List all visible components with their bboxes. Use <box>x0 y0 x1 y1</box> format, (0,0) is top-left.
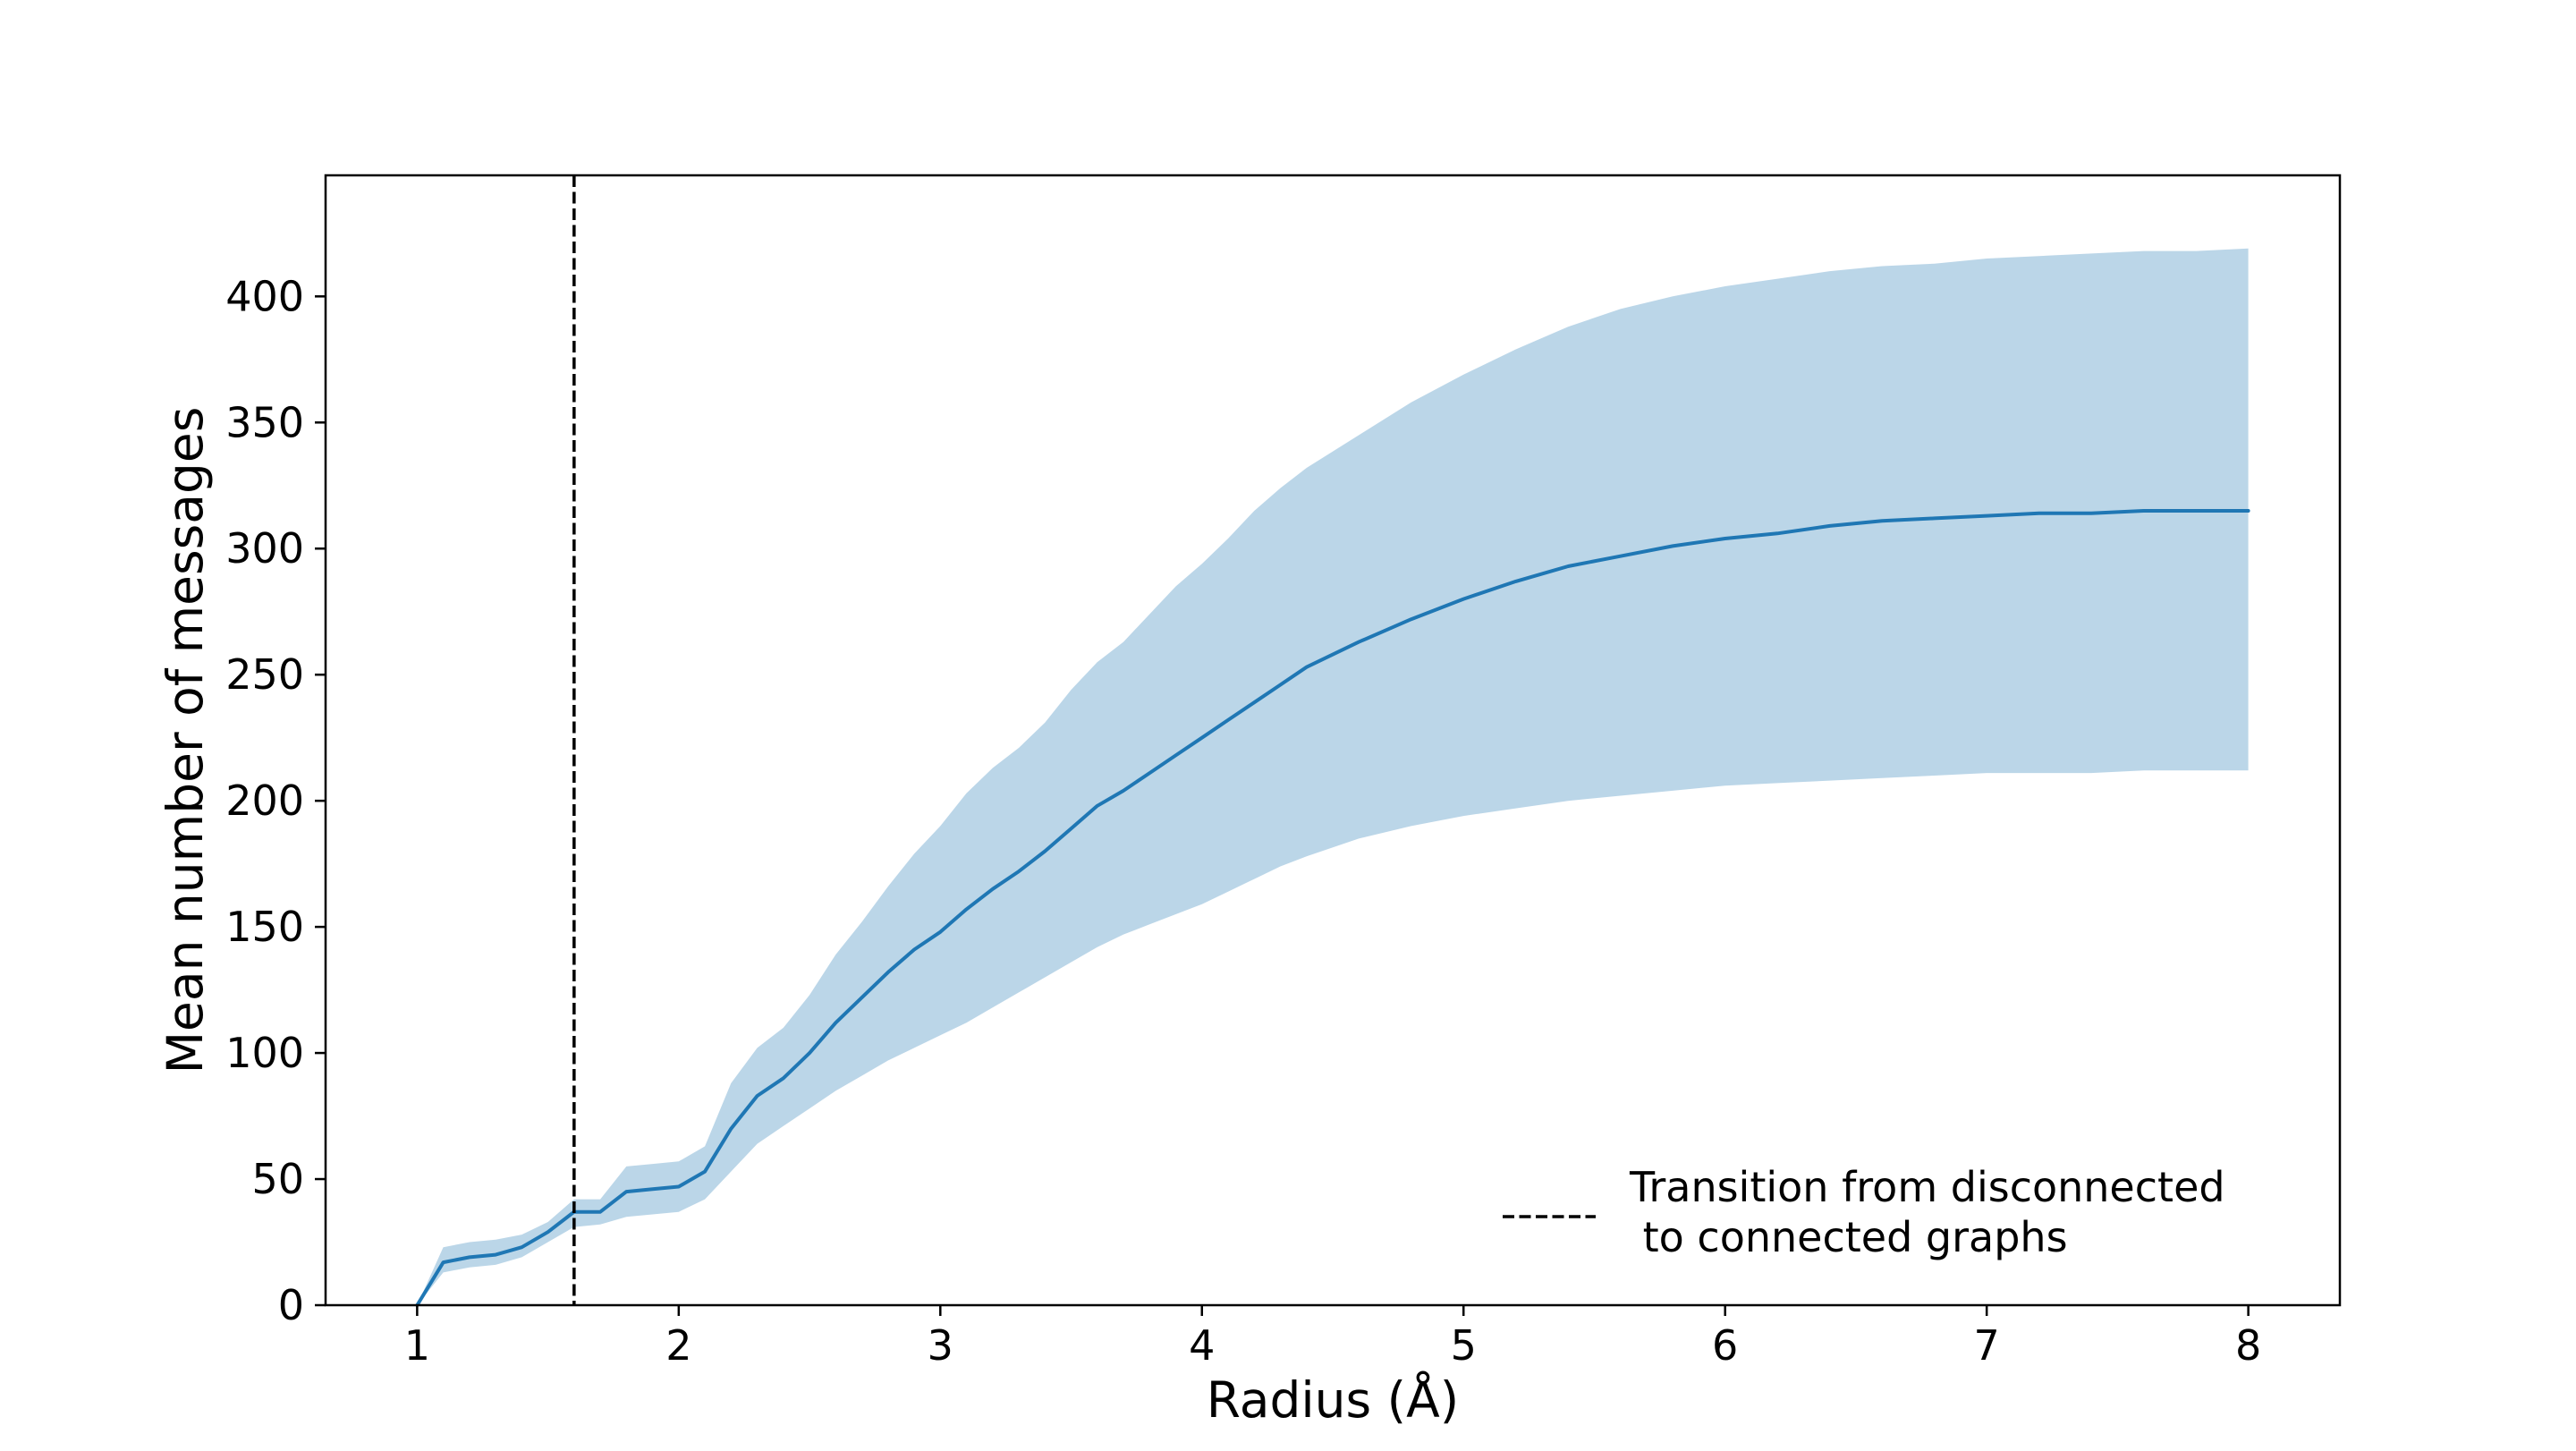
x-tick-label: 8 <box>2235 1321 2261 1370</box>
y-tick-label: 250 <box>225 650 304 699</box>
x-tick-label: 4 <box>1189 1321 1215 1370</box>
plot-area <box>415 175 2250 1307</box>
y-tick-label: 400 <box>225 272 304 320</box>
x-tick-label: 2 <box>665 1321 691 1370</box>
x-tick-label: 3 <box>928 1321 953 1370</box>
x-tick-label: 7 <box>1974 1321 2000 1370</box>
y-axis-label: Mean number of messages <box>157 407 214 1074</box>
y-tick-label: 150 <box>225 903 304 951</box>
y-tick-label: 300 <box>225 524 304 573</box>
axes-frame <box>324 174 2342 1307</box>
std-band <box>417 248 2249 1305</box>
y-tick-label: 50 <box>251 1155 304 1203</box>
x-tick-label: 1 <box>404 1321 430 1370</box>
x-axis-label: Radius (Å) <box>1207 1370 1459 1429</box>
mean-line <box>415 509 2250 1307</box>
y-tick-label: 100 <box>225 1029 304 1077</box>
y-tick-label: 0 <box>278 1281 304 1329</box>
x-axis: 1 2 3 4 5 6 7 8 <box>404 1305 2261 1370</box>
y-tick-label: 350 <box>225 398 304 446</box>
x-tick-label: 6 <box>1712 1321 1738 1370</box>
x-tick-label: 5 <box>1451 1321 1477 1370</box>
legend: Transition from disconnected to connecte… <box>1503 1163 2225 1261</box>
legend-label-line-2: to connected graphs <box>1630 1213 2068 1261</box>
y-axis: 0 50 100 150 200 250 300 350 400 <box>225 272 326 1329</box>
legend-label-line-1: Transition from disconnected <box>1629 1163 2225 1211</box>
y-tick-label: 200 <box>225 776 304 825</box>
